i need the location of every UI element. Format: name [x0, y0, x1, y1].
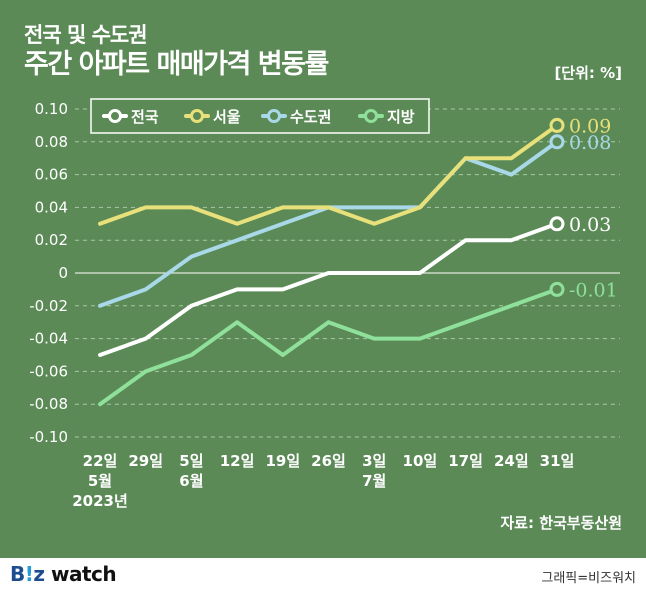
series-end-marker	[549, 281, 565, 297]
legend-label: 지방	[387, 108, 415, 126]
y-tick-label: 0.08	[35, 133, 68, 151]
y-tick-label: -0.08	[29, 395, 68, 413]
series-end-marker	[549, 134, 565, 150]
y-tick-label: -0.06	[29, 362, 68, 380]
source-label: 자료: 한국부동산원	[500, 514, 622, 532]
series-end-label: 0.08	[569, 132, 611, 154]
legend-label: 수도권	[290, 108, 331, 126]
footer-bar: B!z watch 그래픽=비즈워치	[0, 558, 646, 590]
x-tick-month: 6월	[179, 472, 203, 490]
x-tick-day: 22일	[83, 452, 118, 470]
y-tick-label: 0.06	[35, 166, 68, 184]
legend-swatch-marker	[108, 109, 122, 123]
chart-title-line1: 전국 및 수도권	[24, 23, 148, 47]
graphic-credit: 그래픽=비즈워치	[541, 571, 636, 586]
y-tick-label: 0	[58, 264, 68, 282]
y-tick-label: -0.02	[29, 297, 68, 315]
x-tick-day: 24일	[494, 452, 529, 470]
series-end-label: 0.03	[569, 214, 611, 236]
series-end-marker	[549, 117, 565, 133]
x-tick-day: 5일	[179, 452, 203, 470]
y-tick-label: -0.04	[29, 330, 68, 348]
chart-title-line2: 주간 아파트 매매가격 변동률	[24, 49, 329, 80]
bizwatch-logo: B!z watch	[10, 562, 117, 586]
x-tick-day: 17일	[448, 452, 483, 470]
series-line-2	[98, 139, 559, 308]
x-tick-month: 5월	[88, 472, 112, 490]
x-tick-day: 12일	[220, 452, 255, 470]
series-line-0	[98, 221, 559, 357]
series-end-label: -0.01	[569, 279, 618, 301]
series-line-1	[98, 123, 559, 226]
y-tick-label: 0.04	[35, 198, 68, 216]
y-tick-label: 0.10	[35, 100, 68, 118]
x-tick-month: 7월	[362, 472, 386, 490]
legend-swatch-marker	[190, 109, 204, 123]
unit-label: [단위: %]	[554, 64, 622, 82]
line-chart: 0.10 0.08 0.06 0.04 0.02 0 -0.02 -0.04 -0.06 -0.0…	[29, 98, 620, 510]
x-tick-day: 26일	[311, 452, 346, 470]
legend-swatch-marker	[364, 109, 378, 123]
title-block: 전국 및 수도권 주간 아파트 매매가격 변동률	[24, 22, 329, 82]
series-end-marker	[549, 216, 565, 232]
series-line-3	[98, 287, 559, 407]
x-tick-day: 10일	[403, 452, 438, 470]
x-tick-year: 2023년	[72, 492, 128, 510]
series-end-label: 0.09	[569, 115, 611, 137]
legend-label: 서울	[213, 108, 241, 126]
x-tick-day: 31일	[540, 452, 575, 470]
x-tick-day: 29일	[128, 452, 163, 470]
y-tick-label: 0.02	[35, 231, 68, 249]
x-tick-day: 19일	[265, 452, 300, 470]
legend-swatch-marker	[267, 109, 281, 123]
y-tick-label: -0.10	[29, 428, 68, 446]
legend-label: 전국	[131, 108, 159, 126]
x-tick-day: 3일	[362, 452, 386, 470]
